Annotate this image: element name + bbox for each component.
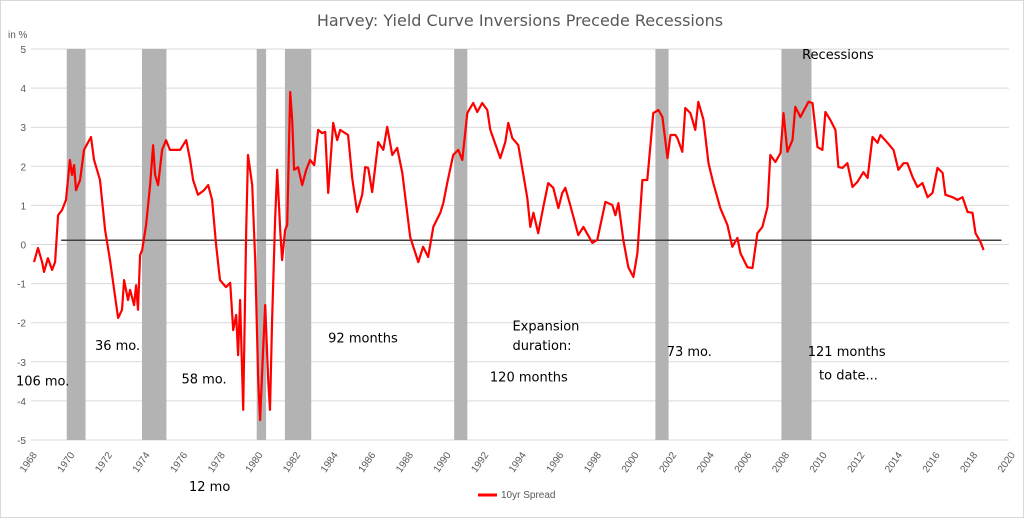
- legend: 10yr Spread: [478, 490, 555, 501]
- recession-band: [454, 49, 468, 440]
- annotation: 73 mo.: [667, 345, 712, 360]
- annotation: Expansion: [512, 320, 579, 335]
- x-tick-label: 1988: [394, 450, 416, 475]
- x-tick-label: 1984: [319, 450, 341, 475]
- annotation: 12 mo: [189, 480, 230, 495]
- x-tick-label: 1968: [18, 450, 40, 475]
- annotation: 121 months: [808, 345, 886, 360]
- y-tick-label: -4: [17, 397, 26, 408]
- x-tick-label: 1998: [582, 450, 604, 475]
- y-tick-label: 1: [20, 201, 26, 212]
- y-tick-label: 4: [20, 84, 26, 95]
- x-tick-label: 1970: [56, 450, 78, 475]
- y-tick-label: 3: [20, 123, 26, 134]
- x-tick-label: 2014: [883, 450, 905, 475]
- x-tick-label: 2000: [620, 450, 642, 475]
- x-tick-label: 1978: [206, 450, 228, 475]
- legend-label: 10yr Spread: [501, 490, 555, 501]
- y-tick-label: -2: [17, 319, 26, 330]
- x-tick-label: 2016: [921, 450, 943, 475]
- x-tick-label: 1986: [357, 450, 379, 475]
- x-tick-label: 1972: [93, 450, 115, 475]
- recession-band: [141, 49, 167, 440]
- x-tick-label: 1982: [281, 450, 303, 475]
- x-tick-label: 2006: [733, 450, 755, 475]
- annotation: 106 mo.: [16, 374, 69, 389]
- y-tick-label: -5: [17, 436, 26, 447]
- annotation: 36 mo.: [95, 339, 140, 354]
- annotation: 92 months: [328, 331, 398, 346]
- recession-band: [781, 49, 812, 440]
- series-line-10yr-spread: [32, 90, 985, 422]
- x-tick-label: 2018: [958, 450, 980, 475]
- x-tick-label: 1980: [244, 450, 266, 475]
- y-tick-label: -3: [17, 358, 26, 369]
- annotation: 120 months: [490, 370, 568, 385]
- annotation: to date...: [819, 368, 878, 383]
- x-tick-label: 1990: [432, 450, 454, 475]
- x-tick-label: 2010: [808, 450, 830, 475]
- x-tick-label: 2012: [846, 450, 868, 475]
- x-tick-label: 2002: [658, 450, 680, 475]
- x-tick-label: 1974: [131, 450, 153, 475]
- recession-band: [655, 49, 669, 440]
- y-tick-label: 2: [20, 162, 26, 173]
- annotation: duration:: [512, 339, 571, 354]
- recession-band: [256, 49, 267, 440]
- x-tick-label: 2008: [770, 450, 792, 475]
- x-tick-label: 1976: [169, 450, 191, 475]
- recession-band: [66, 49, 86, 440]
- x-tick-label: 1996: [545, 450, 567, 475]
- x-tick-label: 1992: [469, 450, 491, 475]
- y-tick-label: -1: [17, 280, 26, 291]
- x-tick-label: 2004: [695, 450, 717, 475]
- annotation: 58 mo.: [181, 372, 226, 387]
- y-tick-label: 5: [20, 45, 26, 56]
- y-tick-label: 0: [20, 241, 26, 252]
- y-axis-label: in %: [8, 30, 28, 41]
- x-tick-label: 2020: [996, 450, 1018, 475]
- chart-title: Harvey: Yield Curve Inversions Precede R…: [317, 11, 723, 30]
- x-tick-label: 1994: [507, 450, 529, 475]
- annotation: Recessions: [802, 48, 874, 63]
